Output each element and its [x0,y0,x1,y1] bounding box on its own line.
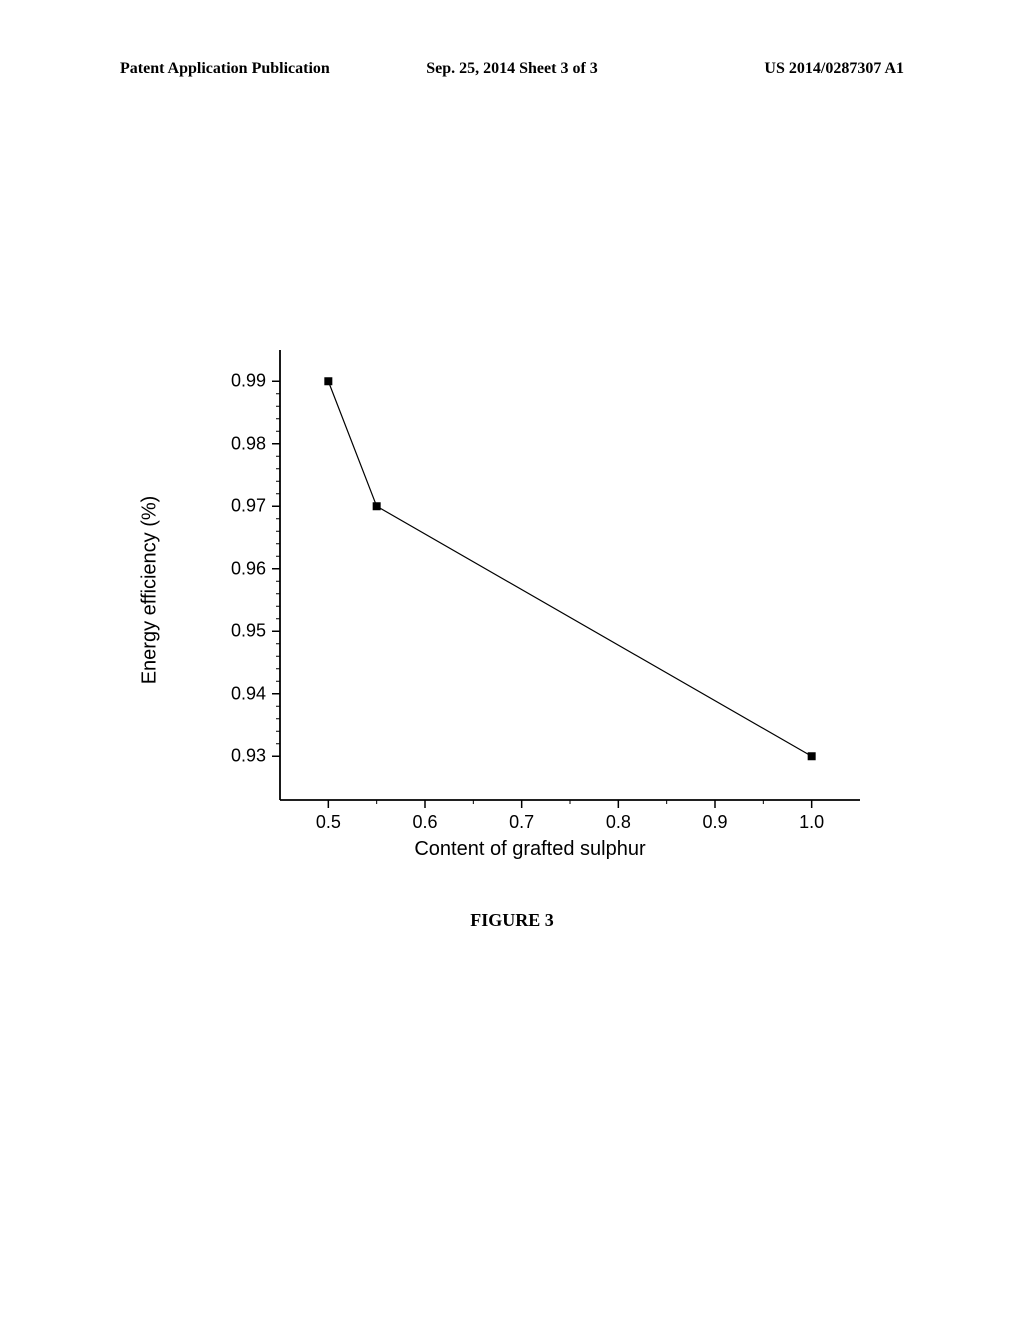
figure-area: Energy efficiency (%) 0.930.940.950.960.… [180,340,880,840]
data-line [328,381,811,756]
y-tick-label: 0.97 [231,496,266,517]
y-tick-label: 0.96 [231,558,266,579]
x-tick-label: 0.5 [316,812,341,833]
figure-caption: FIGURE 3 [0,910,1024,931]
header-right: US 2014/0287307 A1 [764,60,904,78]
data-marker [324,377,332,385]
y-tick-label: 0.95 [231,621,266,642]
x-tick-label: 1.0 [799,812,824,833]
y-axis-label: Energy efficiency (%) [139,496,162,685]
y-tick-label: 0.94 [231,683,266,704]
data-marker [373,502,381,510]
y-tick-label: 0.99 [231,371,266,392]
data-marker [808,752,816,760]
x-axis-label: Content of grafted sulphur [180,838,880,861]
header-bar: Patent Application Publication Sep. 25, … [0,60,1024,90]
x-tick-label: 0.6 [412,812,437,833]
y-tick-label: 0.93 [231,746,266,767]
x-tick-label: 0.8 [606,812,631,833]
y-tick-label: 0.98 [231,433,266,454]
x-tick-label: 0.9 [702,812,727,833]
chart-svg [180,340,880,840]
x-tick-label: 0.7 [509,812,534,833]
